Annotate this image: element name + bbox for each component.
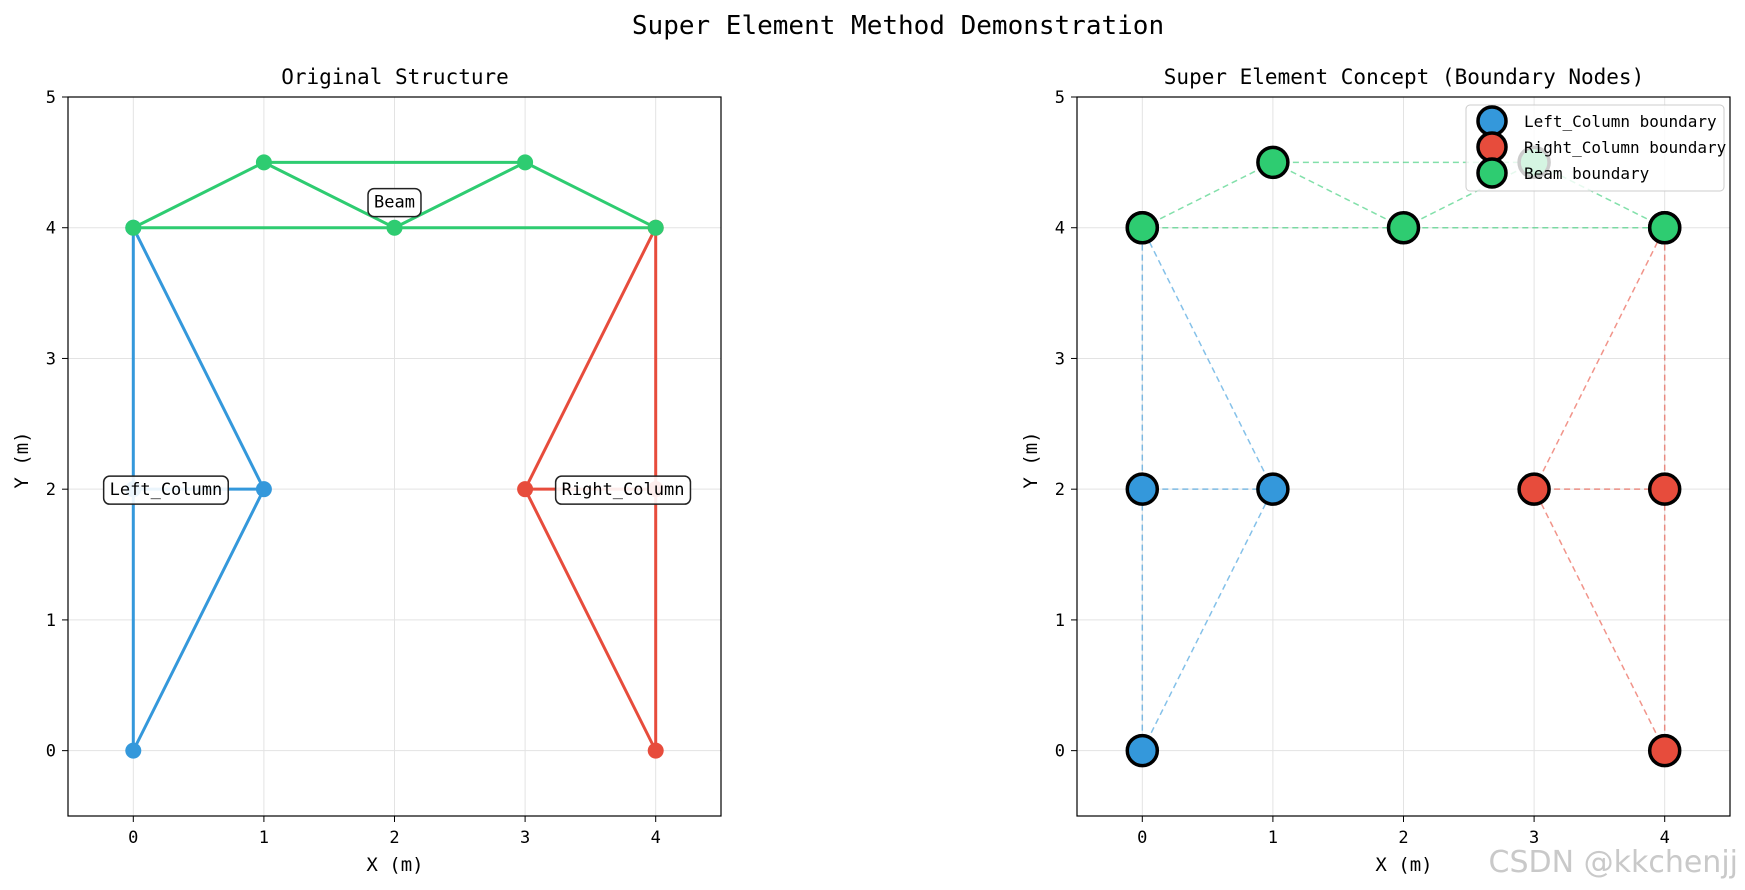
right-column-boundary-node bbox=[1517, 472, 1551, 506]
label-box bbox=[367, 187, 422, 218]
right-column-node bbox=[647, 742, 664, 759]
left-column-connection bbox=[1141, 227, 1274, 490]
beam-boundary-node bbox=[1647, 210, 1682, 245]
left-column-member bbox=[131, 226, 266, 491]
p0-y-tick-label: 2 bbox=[46, 480, 56, 500]
p1-grid bbox=[1077, 96, 1730, 816]
p0-axes-frame bbox=[67, 96, 722, 817]
p0-x-tick-label: 4 bbox=[651, 828, 661, 848]
label-box bbox=[554, 475, 692, 505]
beam-boundary-node bbox=[1125, 210, 1160, 245]
figure-title: Super Element Method Demonstration bbox=[632, 11, 1164, 41]
legend-marker bbox=[1476, 105, 1508, 137]
legend-box bbox=[1465, 104, 1725, 192]
original-structure-title: Original Structure bbox=[281, 65, 509, 89]
super-element-xlabel: X (m) bbox=[1375, 854, 1432, 876]
p0-x-tick-label: 0 bbox=[128, 828, 138, 848]
p0-y-tick-label: 0 bbox=[46, 742, 56, 762]
left-column-label: Left_Column bbox=[102, 475, 229, 505]
p1-x-tick-label: 2 bbox=[1398, 828, 1408, 848]
legend-label: Left_Column boundary bbox=[1524, 112, 1717, 131]
p0-y-tick-label: 1 bbox=[46, 611, 56, 631]
label-text: Right_Column bbox=[562, 480, 685, 500]
label-text: Left_Column bbox=[110, 480, 223, 500]
legend-marker bbox=[1476, 131, 1508, 163]
beam-connection bbox=[1141, 161, 1274, 229]
p0-x-tick-label: 2 bbox=[389, 828, 399, 848]
label-text: Beam bbox=[374, 193, 415, 213]
p0-x-tick-label: 1 bbox=[259, 828, 269, 848]
beam-boundary-node bbox=[1386, 210, 1421, 245]
beam-connection bbox=[1272, 161, 1404, 229]
beam-node bbox=[517, 154, 534, 171]
p0-x-tick-label: 3 bbox=[520, 828, 530, 848]
right-column-node bbox=[517, 481, 534, 498]
p1-x-tick-label: 0 bbox=[1137, 828, 1147, 848]
super-element-ylabel: Y (m) bbox=[1020, 431, 1042, 488]
beam-node bbox=[125, 219, 142, 236]
original-structure-ylabel: Y (m) bbox=[11, 431, 33, 488]
p1-y-tick-label: 2 bbox=[1055, 480, 1065, 500]
p1-x-tick-label: 1 bbox=[1268, 828, 1278, 848]
p0-y-tick-label: 4 bbox=[46, 219, 56, 239]
beam-member bbox=[131, 160, 266, 230]
right-column-member bbox=[523, 487, 658, 753]
right-column-connection bbox=[1533, 488, 1666, 751]
p1-y-tick-label: 1 bbox=[1055, 611, 1065, 631]
beam-label: Beam bbox=[367, 187, 422, 218]
legend-marker bbox=[1476, 157, 1508, 189]
original-structure-xlabel: X (m) bbox=[366, 854, 423, 876]
p1-x-tick-label: 3 bbox=[1529, 828, 1539, 848]
left-column-node bbox=[125, 742, 142, 759]
right-column-label: Right_Column bbox=[554, 475, 692, 505]
original-structure-plot: Original Structure X (m) Y (m) 0 1 2 3 4 0 1 2 3… bbox=[11, 65, 722, 876]
right-column-connection bbox=[1533, 227, 1666, 490]
left-column-boundary-node bbox=[1125, 472, 1160, 506]
legend-label: Beam boundary bbox=[1524, 164, 1650, 183]
right-column-boundary-node bbox=[1647, 472, 1682, 506]
right-column-member bbox=[523, 226, 658, 491]
p0-y-tick-label: 3 bbox=[46, 349, 56, 369]
p1-y-tick-label: 3 bbox=[1055, 349, 1065, 369]
p1-x-tick-label: 4 bbox=[1660, 828, 1670, 848]
beam-node bbox=[255, 154, 272, 171]
super-element-plot: Super Element Concept (Boundary Nodes) X… bbox=[1020, 65, 1731, 876]
watermark: CSDN @kkchenjj bbox=[1489, 845, 1738, 880]
right-column-boundary-node bbox=[1647, 733, 1682, 768]
beam-member bbox=[523, 160, 658, 230]
p1-axes-frame bbox=[1076, 96, 1731, 817]
p0-y-tick-label: 5 bbox=[46, 88, 56, 108]
left-column-boundary-node bbox=[1125, 733, 1160, 768]
p1-y-tick-label: 4 bbox=[1055, 219, 1065, 239]
left-column-node bbox=[255, 481, 272, 498]
p1-y-tick-label: 5 bbox=[1055, 88, 1065, 108]
left-column-boundary-node bbox=[1256, 472, 1290, 506]
beam-boundary-node bbox=[1256, 145, 1290, 180]
left-column-member bbox=[131, 487, 266, 753]
beam-node bbox=[647, 219, 664, 236]
beam-node bbox=[386, 219, 403, 236]
left-column-connection bbox=[1141, 488, 1274, 751]
p1-y-tick-label: 0 bbox=[1055, 742, 1065, 762]
super-element-title: Super Element Concept (Boundary Nodes) bbox=[1164, 65, 1644, 89]
legend: Left_Column boundary Right_Column boundar… bbox=[1465, 104, 1727, 192]
legend-label: Right_Column boundary bbox=[1524, 138, 1727, 157]
label-box bbox=[102, 475, 229, 505]
